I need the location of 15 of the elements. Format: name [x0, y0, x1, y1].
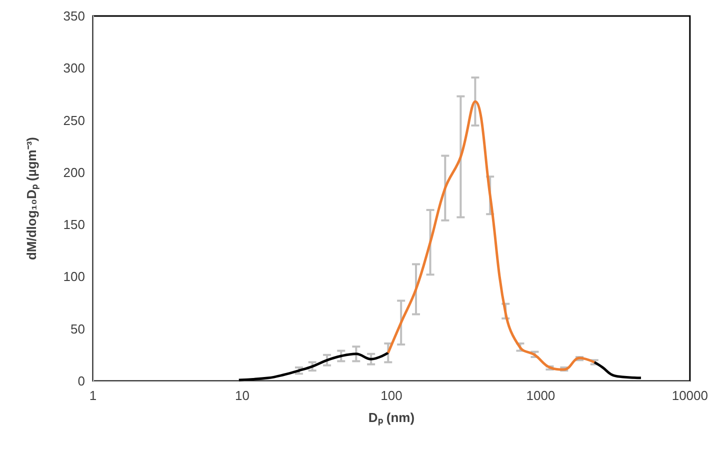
y-tick-label: 250	[63, 112, 85, 128]
y-tick-label: 350	[63, 8, 85, 24]
x-axis-title: Dₚ (nm)	[368, 410, 415, 426]
y-tick-label: 0	[78, 374, 85, 388]
y-tick-label: 200	[63, 164, 85, 180]
y-tick-label: 50	[70, 321, 85, 336]
x-tick-label: 100	[380, 388, 402, 403]
y-axis-title: dM/dlog₁₀Dₚ (µgm⁻³)	[24, 136, 40, 260]
y-tick-label: 300	[63, 60, 85, 76]
y-tick-label: 100	[63, 269, 85, 284]
x-tick-label: 10000	[672, 388, 708, 403]
x-tick-label: 1	[89, 388, 97, 403]
x-tick-label: 1000	[526, 388, 556, 403]
y-tick-label: 150	[63, 217, 85, 232]
x-tick-label: 10	[234, 388, 250, 403]
